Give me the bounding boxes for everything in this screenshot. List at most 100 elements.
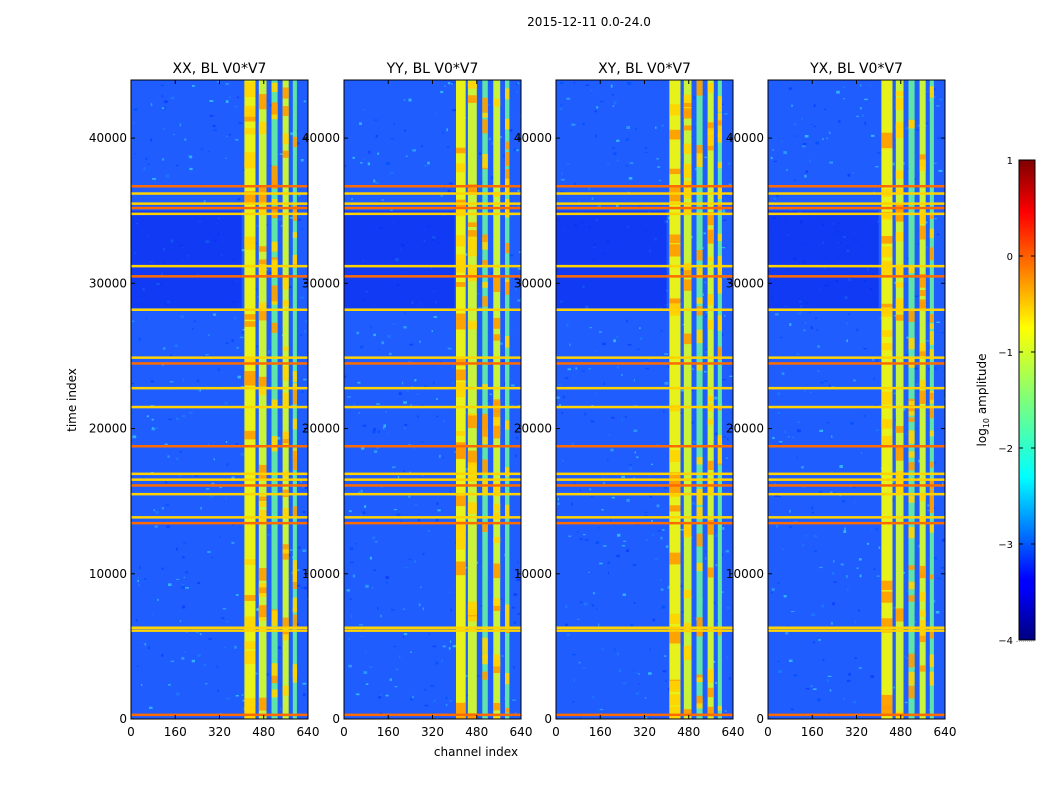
band-hotspot bbox=[929, 671, 934, 686]
heatmap-speckle bbox=[206, 488, 210, 490]
heatmap-speckle bbox=[578, 661, 581, 664]
heatmap-speckle bbox=[797, 312, 802, 315]
heatmap-speckle bbox=[778, 411, 780, 414]
heatmap-speckle bbox=[423, 385, 428, 387]
panel-title: YX, BL V0*V7 bbox=[809, 61, 903, 77]
heatmap-speckle bbox=[721, 553, 723, 557]
heatmap-speckle bbox=[774, 313, 779, 316]
heatmap-speckle bbox=[303, 586, 308, 590]
heatmap-speckle bbox=[630, 624, 634, 627]
heatmap-speckle bbox=[401, 381, 404, 385]
heatmap-speckle bbox=[414, 379, 417, 382]
heatmap-speckle bbox=[797, 421, 801, 424]
band-hotspot bbox=[683, 709, 692, 715]
band-hotspot bbox=[258, 568, 267, 581]
heatmap-speckle bbox=[131, 383, 134, 385]
band-hotspot bbox=[908, 451, 915, 458]
band-hotspot bbox=[683, 143, 692, 154]
band-hotspot bbox=[493, 605, 501, 611]
heatmap-speckle bbox=[655, 126, 657, 129]
band-hotspot bbox=[493, 416, 501, 427]
heatmap-speckle bbox=[225, 497, 227, 500]
heatmap-speckle bbox=[134, 153, 137, 155]
band-hotspot bbox=[683, 103, 692, 107]
heatmap-speckle bbox=[802, 143, 807, 145]
rfi-time-row bbox=[344, 521, 521, 525]
heatmap-speckle bbox=[372, 587, 374, 589]
heatmap-speckle bbox=[191, 659, 195, 663]
heatmap-speckle bbox=[780, 336, 783, 339]
heatmap-speckle bbox=[928, 368, 931, 371]
heatmap-speckle bbox=[850, 422, 854, 425]
band-hotspot bbox=[244, 559, 256, 565]
heatmap-speckle bbox=[814, 550, 817, 553]
band-hotspot bbox=[707, 706, 714, 717]
heatmap-speckle bbox=[133, 108, 138, 111]
heatmap-speckle bbox=[464, 380, 469, 384]
band-hotspot bbox=[282, 508, 289, 517]
rfi-time-row bbox=[131, 206, 308, 210]
heatmap-speckle bbox=[146, 415, 149, 418]
band-hotspot bbox=[282, 276, 289, 290]
band-hotspot bbox=[908, 686, 915, 699]
heatmap-speckle bbox=[153, 509, 155, 512]
band-hotspot bbox=[482, 281, 488, 288]
heatmap-speckle bbox=[805, 534, 807, 537]
heatmap-speckle bbox=[363, 158, 366, 160]
rfi-time-row bbox=[344, 275, 521, 278]
band-hotspot bbox=[683, 279, 692, 291]
heatmap-speckle bbox=[175, 164, 179, 166]
heatmap-speckle bbox=[222, 607, 227, 610]
band-hotspot bbox=[292, 450, 297, 461]
heatmap-speckle bbox=[148, 163, 150, 165]
band-hotspot bbox=[271, 322, 278, 333]
heatmap-speckle bbox=[599, 708, 604, 711]
heatmap-speckle bbox=[364, 505, 367, 508]
heatmap-speckle bbox=[211, 482, 215, 485]
heatmap-speckle bbox=[564, 376, 569, 380]
heatmap-speckle bbox=[352, 156, 355, 159]
heatmap-speckle bbox=[394, 686, 398, 688]
heatmap-speckle bbox=[664, 381, 669, 385]
heatmap-speckle bbox=[266, 673, 269, 676]
heatmap-speckle bbox=[436, 398, 438, 400]
heatmap-speckle bbox=[771, 588, 775, 591]
band-hotspot bbox=[482, 384, 488, 390]
heatmap-speckle bbox=[423, 688, 427, 691]
heatmap-speckle bbox=[363, 671, 368, 674]
band-hotspot bbox=[707, 256, 714, 262]
heatmap-speckle bbox=[625, 165, 629, 167]
heatmap-speckle bbox=[873, 568, 876, 571]
heatmap-speckle bbox=[876, 575, 880, 577]
band-hotspot bbox=[282, 87, 289, 99]
rfi-time-row bbox=[344, 445, 521, 448]
band-hotspot bbox=[929, 574, 934, 580]
heatmap-speckle bbox=[435, 661, 439, 665]
band-hotspot bbox=[456, 561, 466, 576]
heatmap-speckle bbox=[518, 580, 520, 582]
band-hotspot bbox=[908, 595, 915, 602]
heatmap-speckle bbox=[777, 392, 780, 395]
heatmap-speckle bbox=[163, 127, 166, 130]
x-tick-label: 320 bbox=[633, 725, 656, 739]
heatmap-speckle bbox=[831, 572, 835, 575]
heatmap-speckle bbox=[161, 653, 164, 657]
x-tick-label: 160 bbox=[377, 725, 400, 739]
heatmap-speckle bbox=[942, 538, 945, 541]
heatmap-speckle bbox=[439, 361, 442, 364]
heatmap-speckle bbox=[267, 533, 271, 536]
heatmap-speckle bbox=[860, 107, 862, 110]
heatmap-speckle bbox=[610, 519, 612, 521]
heatmap-speckle bbox=[651, 534, 655, 536]
band-hotspot bbox=[493, 503, 501, 511]
heatmap-speckle bbox=[722, 209, 726, 213]
heatmap-speckle bbox=[360, 489, 363, 493]
band-hotspot bbox=[505, 336, 510, 348]
heatmap-speckle bbox=[577, 530, 579, 533]
heatmap-background bbox=[768, 80, 945, 719]
heatmap-speckle bbox=[510, 404, 514, 406]
band-hotspot bbox=[908, 308, 915, 322]
band-hotspot bbox=[271, 285, 278, 302]
band-hotspot bbox=[456, 313, 466, 330]
band-hotspot bbox=[929, 461, 934, 468]
